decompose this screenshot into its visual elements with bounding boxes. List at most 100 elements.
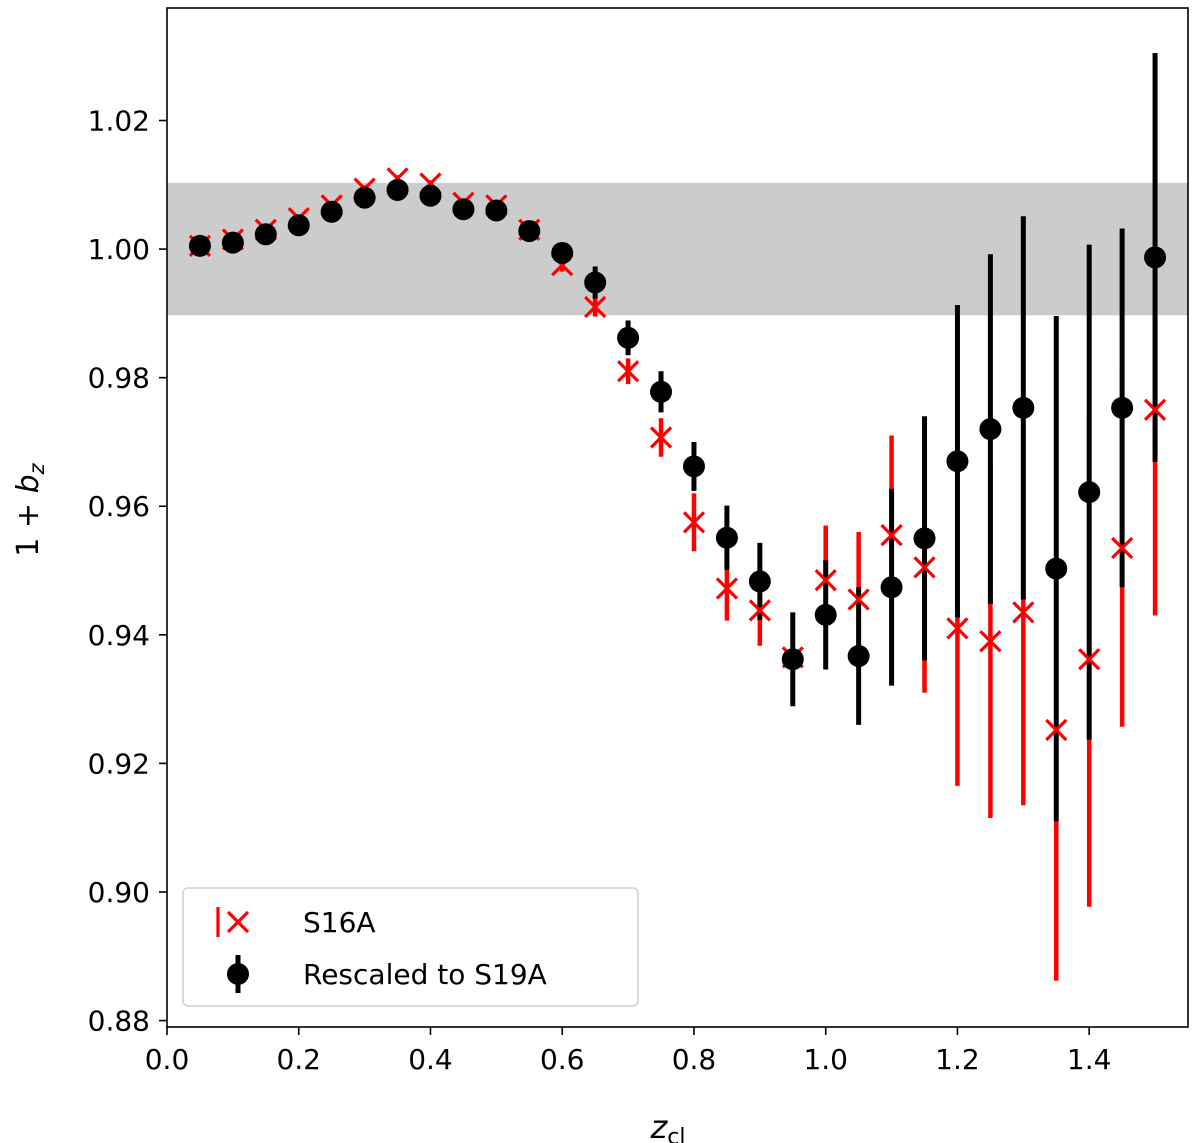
s19a-point: [748, 570, 771, 593]
x-axis-label: zcl: [649, 1108, 685, 1143]
y-axis-label: 1 + bz: [11, 462, 49, 556]
s16a-point-stroke: [682, 511, 706, 534]
y-tick-label: 0.88: [88, 1005, 150, 1038]
s16a-point-stroke: [979, 630, 1002, 653]
s16a-point: [913, 556, 936, 579]
s19a-point: [880, 576, 903, 599]
s16a-point-stroke: [616, 360, 640, 383]
legend: S16A Rescaled to S19A: [182, 887, 639, 1007]
s16a-point: [715, 577, 739, 600]
s16a-point-stroke: [715, 577, 739, 600]
band-rect: [167, 182, 1188, 316]
y-tick-label: 0.96: [88, 490, 150, 523]
s19a-point: [551, 241, 574, 264]
y-tick-label: 1.02: [88, 105, 150, 138]
y-tick-label: 1.00: [88, 233, 150, 266]
s16a-point-stroke: [913, 556, 936, 579]
s16a-point-stroke: [1110, 536, 1134, 560]
s19a-point: [254, 223, 277, 246]
s19a-point: [584, 271, 607, 294]
s16a-point-stroke: [880, 524, 903, 547]
y-axis-label-main: b: [11, 474, 46, 493]
s16a-point-stroke: [814, 569, 837, 592]
s16a-point-stroke: [649, 426, 673, 449]
x-tick-label: 1.0: [803, 1043, 848, 1076]
s16a-point: [880, 524, 903, 547]
s19a-point: [650, 380, 673, 403]
s19a-point: [518, 220, 541, 243]
y-tick-label: 0.92: [88, 747, 150, 780]
s16a-point: [1110, 536, 1134, 560]
y-tick-label: 0.98: [88, 362, 150, 395]
s16a-point: [748, 599, 771, 622]
s19a-point: [485, 199, 508, 222]
s16a-point-stroke: [1045, 718, 1068, 742]
s19a-point: [188, 234, 211, 257]
s16a-point: [1078, 648, 1101, 671]
x-tick-label: 0.6: [540, 1043, 585, 1076]
x-tick-label: 0.2: [276, 1043, 321, 1076]
x-tick-label: 0.8: [672, 1043, 717, 1076]
s16a-point: [979, 630, 1002, 653]
s19a-point: [617, 326, 640, 349]
s19a-point: [913, 527, 936, 550]
s19a-point: [419, 184, 442, 207]
legend-label-s16a: S16A: [303, 906, 376, 939]
x-tick-label: 1.2: [935, 1043, 980, 1076]
s16a-point: [1143, 398, 1167, 421]
s16a-point-stroke: [847, 588, 870, 611]
y-tick-label: 0.90: [88, 876, 150, 909]
plot-frame: [166, 7, 1189, 1028]
s16a-point-stroke: [584, 295, 607, 319]
s19a-point: [814, 603, 837, 626]
s19a-point: [353, 186, 376, 209]
s19a-point: [682, 455, 705, 478]
s16a-point: [616, 360, 640, 383]
legend-box: [182, 887, 639, 1007]
s19a-point: [1144, 246, 1167, 269]
s16a-point-stroke: [1143, 398, 1167, 421]
x-tick-label: 0.0: [145, 1043, 190, 1076]
y-axis-ticks: 0.88 0.90 0.92 0.94 0.96 0.98 1.00 1.02: [88, 105, 167, 1038]
s16a-point: [682, 511, 706, 534]
x-tick-label: 0.4: [408, 1043, 453, 1076]
x-axis-label-sub: cl: [667, 1125, 685, 1143]
x-tick-label: 1.4: [1067, 1043, 1112, 1076]
y-tick-label: 0.94: [88, 619, 150, 652]
s16a-point-stroke: [748, 599, 771, 622]
legend-marker-s16a: [216, 907, 250, 937]
s19a-point: [452, 198, 475, 221]
y-axis-label-prefix: 1 +: [11, 493, 46, 556]
s19a-point: [781, 648, 804, 671]
s19a-point: [715, 526, 738, 549]
s16a-point: [814, 569, 837, 592]
s19a-point: [847, 645, 870, 668]
s16a-point: [847, 588, 870, 611]
s16a-point: [584, 295, 607, 319]
s19a-point: [1078, 481, 1101, 504]
s16a-point-stroke: [1012, 601, 1035, 624]
s19a-point: [320, 200, 343, 223]
x-axis-ticks: 0.0 0.2 0.4 0.6 0.8 1.0 1.2 1.4: [145, 1027, 1112, 1076]
s19a-point: [1012, 396, 1035, 419]
y-axis-label-sub: z: [25, 462, 49, 475]
legend-marker-s19a: [227, 955, 249, 993]
s19a-point: [1045, 557, 1068, 580]
legend-label-s19a: Rescaled to S19A: [303, 958, 547, 991]
confidence-band-layer: [167, 182, 1188, 316]
x-axis-label-main: z: [649, 1108, 668, 1143]
s16a-point-stroke: [1078, 648, 1101, 671]
s19a-point: [1111, 396, 1134, 419]
s16a-point-stroke: [946, 617, 969, 640]
s19a-point: [287, 214, 310, 237]
s19a-point: [221, 231, 244, 254]
s19a-point: [946, 450, 969, 473]
s16a-point: [946, 617, 969, 640]
s19a-point: [386, 178, 409, 201]
s16a-point: [1045, 718, 1068, 742]
s19a-point: [979, 418, 1002, 441]
markers-layer: [188, 167, 1167, 742]
s16a-point: [1012, 601, 1035, 624]
s16a-point: [649, 426, 673, 449]
